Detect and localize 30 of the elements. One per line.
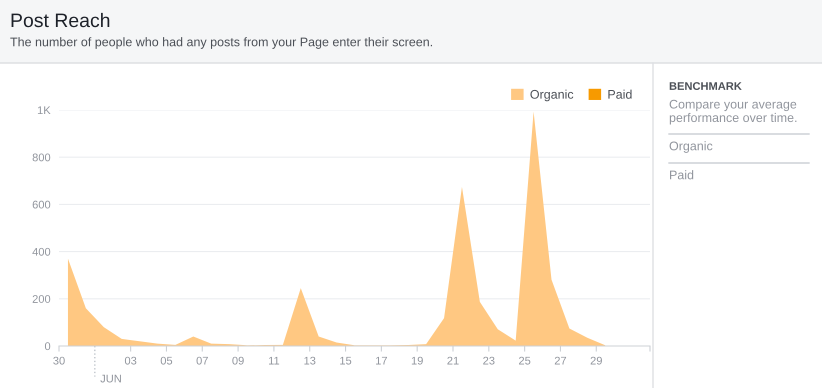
x-tick-label: 13 [304,356,316,365]
legend-label: Paid [608,90,632,99]
y-tick-label: 400 [32,248,50,256]
x-tick-label: 27 [554,356,566,364]
x-tick-label: 07 [196,356,208,365]
y-tick-label: 800 [32,153,50,162]
y-tick-label: 600 [32,200,50,209]
text: Paid [670,170,694,180]
x-tick-label: 30 [53,356,65,365]
text: Organic [670,141,712,153]
x-tick-label: 19 [412,356,423,365]
x-tick-label: 25 [519,356,530,365]
x-tick-label: 17 [376,356,387,364]
x-tick-label: 21 [447,356,459,364]
x-tick-label: 09 [232,356,244,365]
text: JUN [100,374,121,382]
text: Compare your average performance over time. [670,100,796,125]
x-tick-label: 29 [590,356,602,365]
y-tick-label: 0 [44,342,50,350]
text: BENCHMARK [670,82,742,90]
x-tick-label: 23 [483,356,495,365]
chart-subtitle: The number of people who had any posts from your Page enter their screen. [10,37,432,49]
y-tick-label: 1K [38,106,51,114]
legend-label: Organic [530,90,574,102]
x-tick-label: 05 [160,356,172,365]
chart-title: Post Reach [12,12,110,28]
x-tick-label: 15 [340,356,352,365]
y-tick-label: 200 [32,295,50,303]
x-tick-label: 11 [268,356,280,364]
x-tick-label: 03 [124,356,136,365]
